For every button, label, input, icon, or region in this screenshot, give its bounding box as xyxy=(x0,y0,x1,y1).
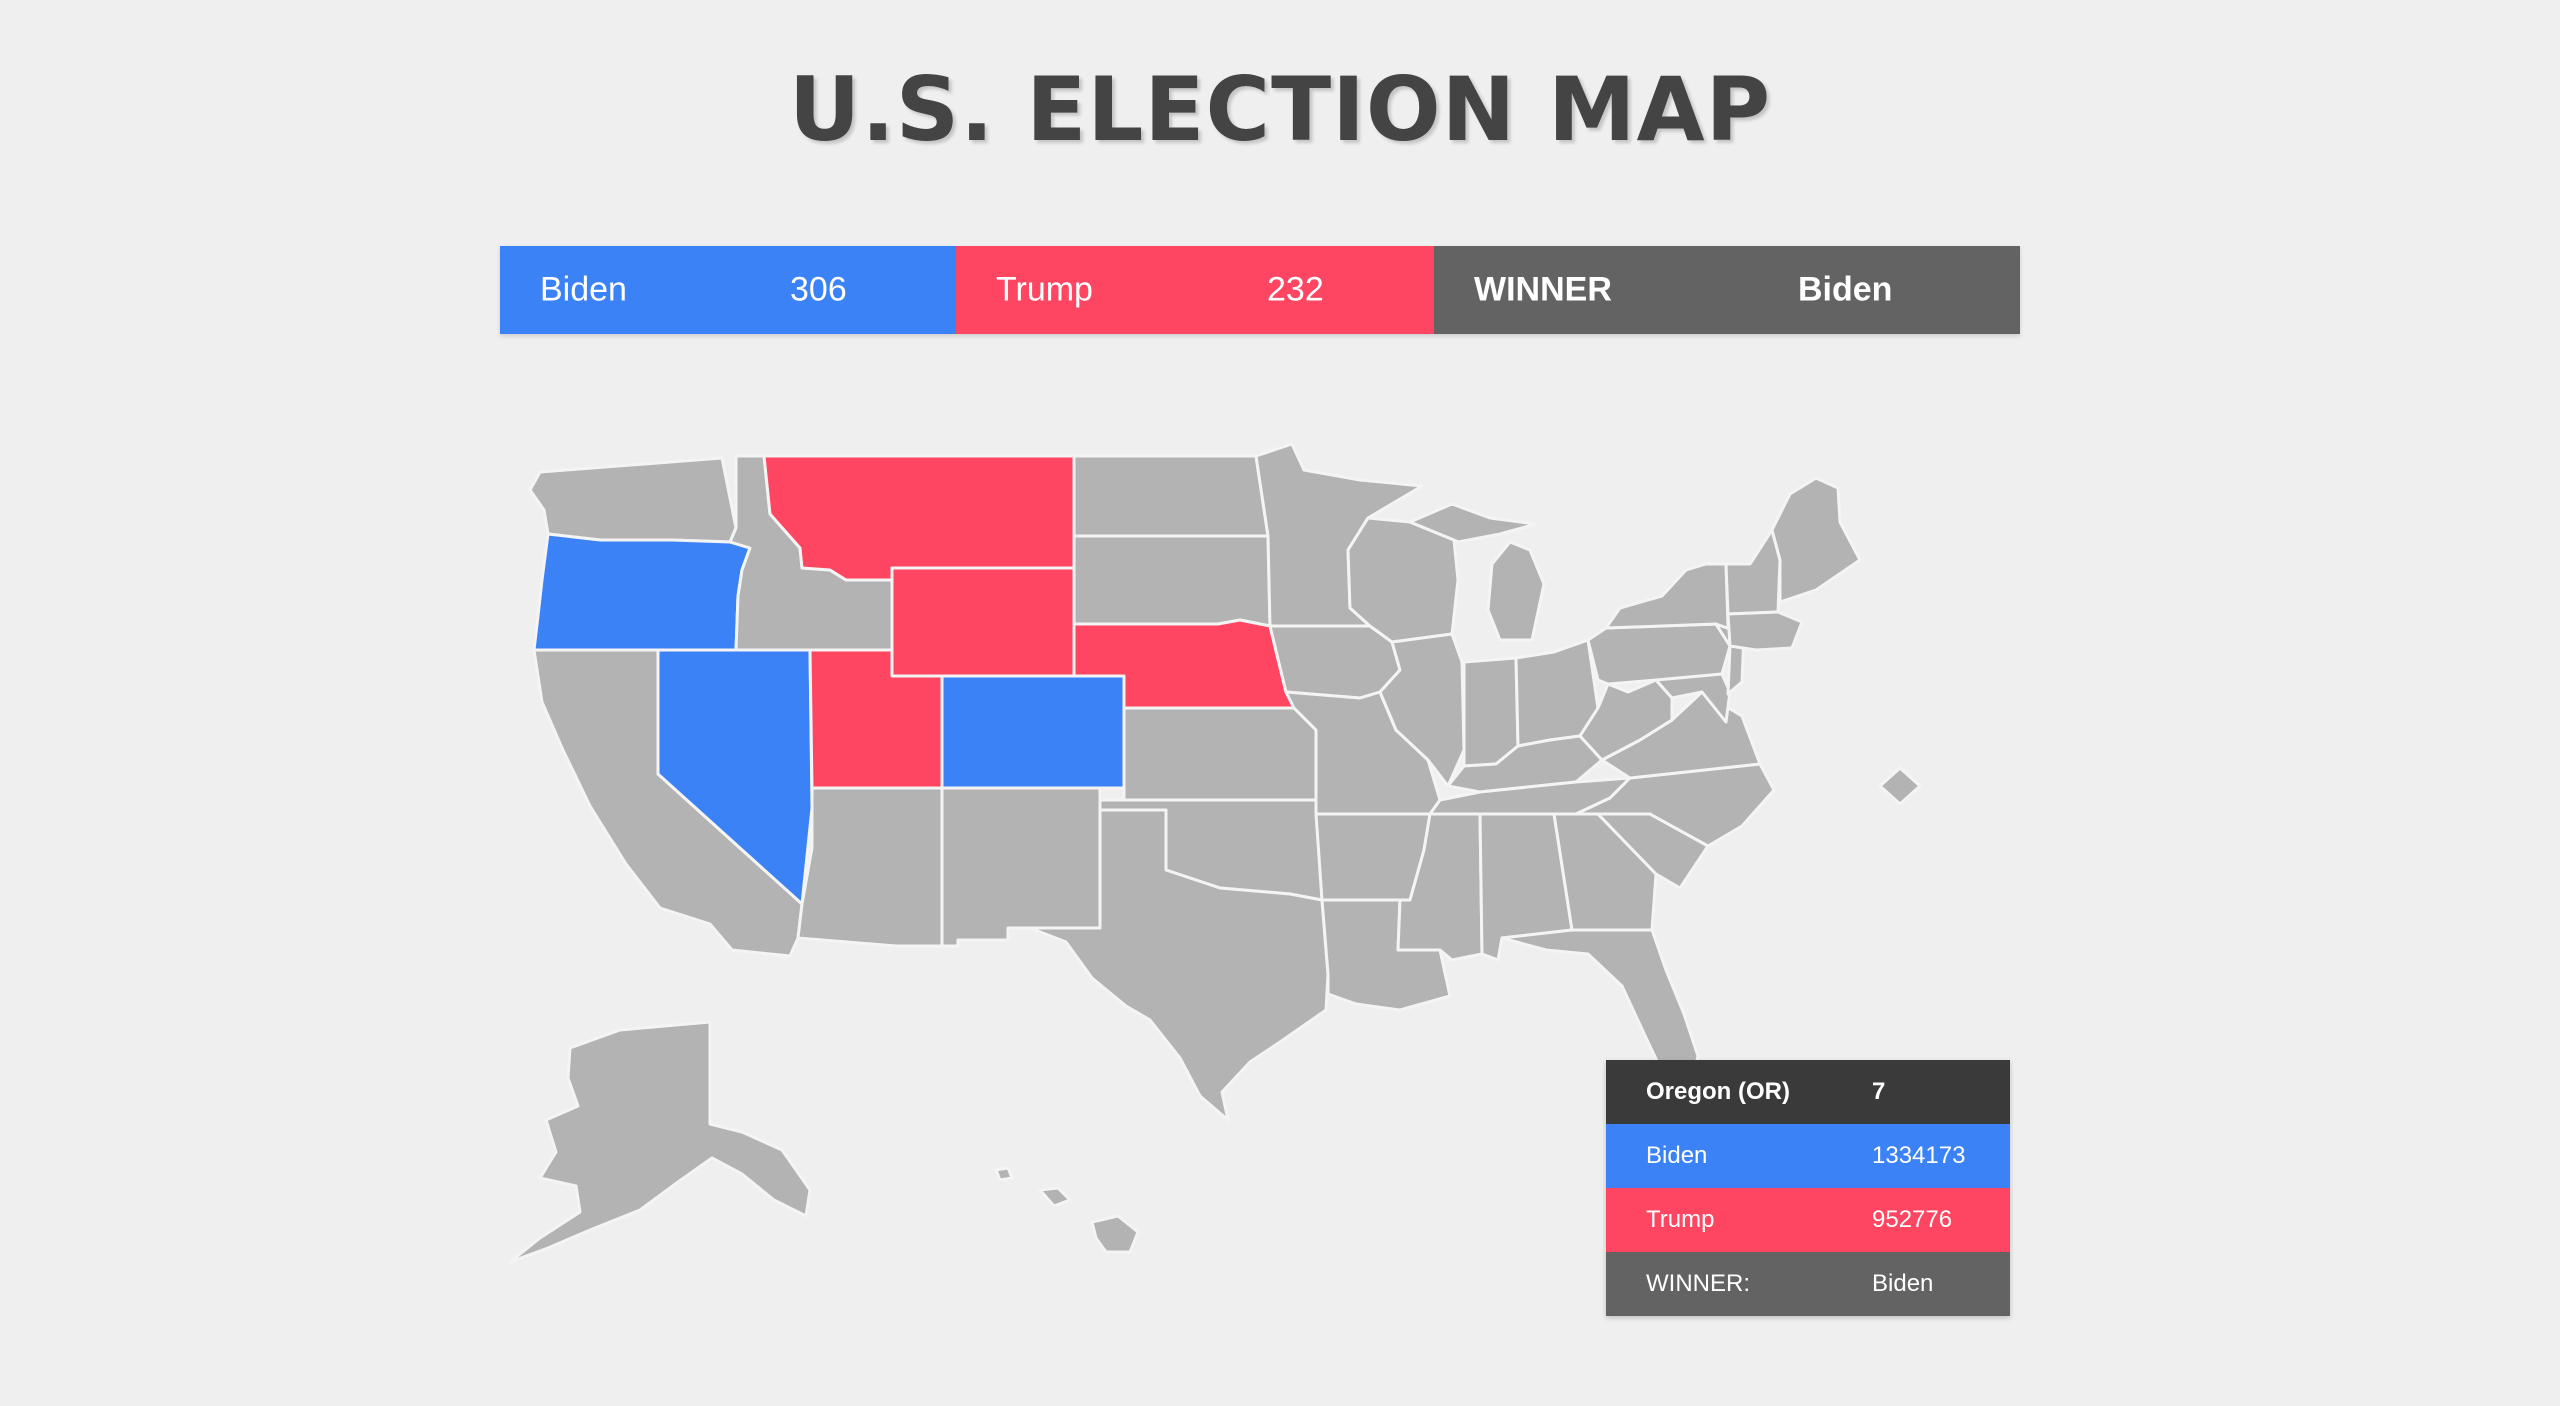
info-header-row: Oregon (OR) 7 xyxy=(1606,1060,2010,1124)
state-ny[interactable] xyxy=(1604,562,1746,636)
state-wa[interactable] xyxy=(528,456,738,544)
info-electoral-votes: 7 xyxy=(1872,1078,1886,1105)
state-mi[interactable] xyxy=(1486,540,1546,642)
state-co[interactable] xyxy=(940,674,1126,790)
biden-score-label: Biden xyxy=(540,270,627,309)
state-sd[interactable] xyxy=(1072,534,1272,628)
state-me[interactable] xyxy=(1770,476,1862,604)
winner-value: Biden xyxy=(1798,270,1893,309)
biden-electoral-votes: 306 xyxy=(790,270,847,309)
state-wy[interactable] xyxy=(890,566,1076,678)
state-nd[interactable] xyxy=(1072,454,1270,538)
state-nm[interactable] xyxy=(940,786,1102,948)
us-map xyxy=(480,430,2060,1310)
state-tx[interactable] xyxy=(1028,808,1330,1122)
state-ia[interactable] xyxy=(1268,624,1402,700)
biden-score-segment: Biden 306 xyxy=(500,246,956,334)
info-trump-label: Trump xyxy=(1646,1206,1715,1233)
state-or[interactable] xyxy=(532,532,752,652)
state-ak[interactable] xyxy=(508,1020,812,1264)
state-hi-small[interactable] xyxy=(1038,1186,1072,1208)
electoral-score-bar: Biden 306 Trump 232 WINNER Biden xyxy=(500,246,2020,334)
state-il[interactable] xyxy=(1378,632,1466,788)
trump-score-label: Trump xyxy=(996,270,1093,309)
trump-electoral-votes: 232 xyxy=(1267,270,1324,309)
state-az[interactable] xyxy=(796,786,944,948)
page-title: U.S. ELECTION MAP xyxy=(788,58,1772,161)
info-trump-row: Trump 952776 xyxy=(1606,1188,2010,1252)
state-in[interactable] xyxy=(1462,656,1520,768)
state-nc[interactable] xyxy=(1574,762,1776,848)
info-biden-label: Biden xyxy=(1646,1142,1708,1169)
winner-segment: WINNER Biden xyxy=(1434,246,2020,334)
state-hi-tiny[interactable] xyxy=(994,1166,1014,1182)
info-winner-value: Biden xyxy=(1872,1270,1934,1297)
info-winner-row: WINNER: Biden xyxy=(1606,1252,2010,1316)
trump-score-segment: Trump 232 xyxy=(956,246,1434,334)
info-winner-label: WINNER: xyxy=(1646,1270,1750,1297)
state-vt-nh[interactable] xyxy=(1724,528,1782,616)
us-map-svg xyxy=(508,442,1922,1264)
state-ma[interactable] xyxy=(1726,610,1804,652)
state-md[interactable] xyxy=(1654,672,1732,724)
state-wi[interactable] xyxy=(1346,516,1460,644)
state-dc-marker[interactable] xyxy=(1878,766,1922,806)
state-hi[interactable] xyxy=(1090,1214,1140,1254)
info-biden-votes: 1334173 xyxy=(1872,1142,1966,1169)
state-ks[interactable] xyxy=(1122,706,1318,802)
info-trump-votes: 952776 xyxy=(1872,1206,1953,1233)
state-mi-up[interactable] xyxy=(1408,502,1538,544)
winner-label: WINNER xyxy=(1474,270,1612,309)
state-mt[interactable] xyxy=(762,454,1076,582)
state-ms[interactable] xyxy=(1396,812,1484,962)
state-info-panel: Oregon (OR) 7 Biden 1334173 Trump 952776… xyxy=(1606,1060,2010,1316)
info-biden-row: Biden 1334173 xyxy=(1606,1124,2010,1188)
info-state-name: Oregon (OR) xyxy=(1646,1078,1790,1105)
